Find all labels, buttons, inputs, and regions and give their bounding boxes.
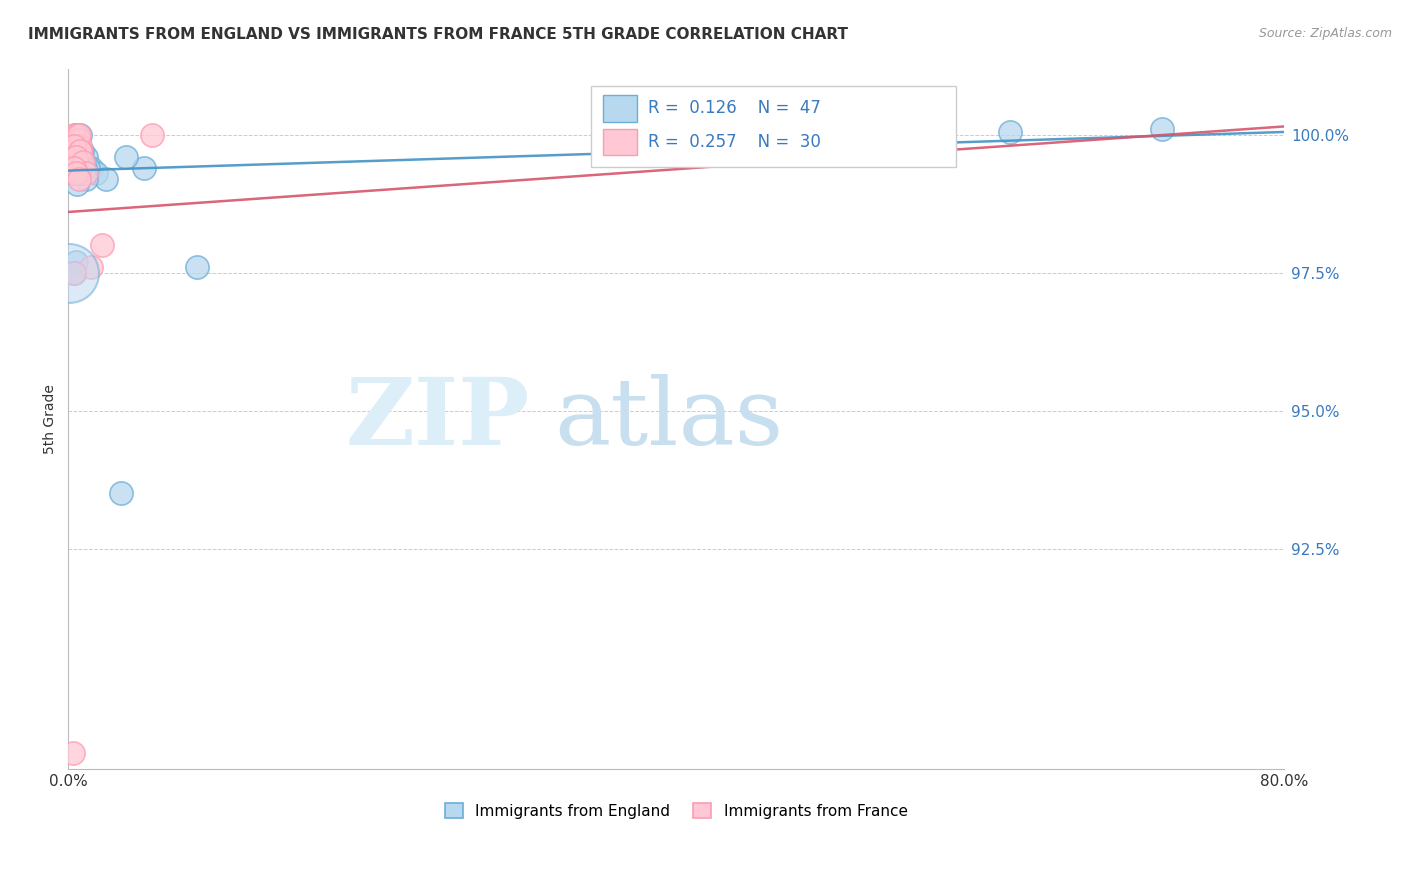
Point <box>69 166 91 180</box>
Point <box>62 746 84 760</box>
Point <box>62 138 84 153</box>
Point <box>63 150 86 164</box>
Legend: Immigrants from England, Immigrants from France: Immigrants from England, Immigrants from… <box>439 797 914 825</box>
Point <box>115 150 138 164</box>
Point <box>69 138 91 153</box>
Point <box>66 150 89 164</box>
Point <box>84 166 107 180</box>
Point <box>90 238 112 252</box>
Point <box>96 172 118 186</box>
Point <box>72 155 94 169</box>
Point <box>62 155 84 169</box>
Point <box>1000 125 1022 139</box>
Point <box>69 145 91 159</box>
Point <box>63 145 86 159</box>
Text: atlas: atlas <box>554 374 783 464</box>
Point <box>62 155 84 169</box>
Point <box>66 128 89 142</box>
Point <box>63 161 86 175</box>
Point <box>75 150 97 164</box>
Point <box>65 150 87 164</box>
FancyBboxPatch shape <box>591 86 956 167</box>
Point <box>62 145 84 159</box>
Text: R =  0.126    N =  47: R = 0.126 N = 47 <box>648 100 821 118</box>
Point <box>65 155 87 169</box>
Point <box>63 133 86 147</box>
Point <box>80 260 103 275</box>
Point <box>110 486 132 500</box>
Point <box>1152 122 1174 136</box>
Point <box>69 128 91 142</box>
Text: IMMIGRANTS FROM ENGLAND VS IMMIGRANTS FROM FRANCE 5TH GRADE CORRELATION CHART: IMMIGRANTS FROM ENGLAND VS IMMIGRANTS FR… <box>28 27 848 42</box>
Point <box>67 166 90 180</box>
Point <box>65 150 87 164</box>
Point <box>62 166 84 180</box>
Point <box>141 128 163 142</box>
Point <box>73 161 96 175</box>
Point <box>66 166 89 180</box>
Point <box>67 128 90 142</box>
Point <box>63 145 86 159</box>
Point <box>67 133 90 147</box>
Point <box>67 150 90 164</box>
Text: ZIP: ZIP <box>346 374 530 464</box>
Point <box>69 155 91 169</box>
Point <box>63 150 86 164</box>
Point <box>134 161 156 175</box>
Point <box>67 133 90 147</box>
Point <box>66 178 89 192</box>
FancyBboxPatch shape <box>603 128 637 155</box>
Point <box>62 161 84 175</box>
Point <box>65 128 87 142</box>
Point <box>63 266 86 280</box>
Point <box>67 172 90 186</box>
Point <box>62 145 84 159</box>
Point <box>80 161 103 175</box>
Point <box>65 166 87 180</box>
Text: R =  0.257    N =  30: R = 0.257 N = 30 <box>648 133 821 151</box>
Point <box>63 138 86 153</box>
Point <box>62 161 84 175</box>
Point <box>65 161 87 175</box>
Y-axis label: 5th Grade: 5th Grade <box>44 384 58 454</box>
Point <box>63 266 86 280</box>
Point <box>65 138 87 153</box>
Point <box>66 138 89 153</box>
Point <box>66 166 89 180</box>
FancyBboxPatch shape <box>603 95 637 122</box>
Point <box>70 155 93 169</box>
Point <box>66 145 89 159</box>
Point <box>63 128 86 142</box>
Point <box>70 145 93 159</box>
Point <box>186 260 208 275</box>
Point <box>67 150 90 164</box>
Point <box>65 138 87 153</box>
Point <box>65 254 87 268</box>
Point <box>63 133 86 147</box>
Point <box>62 138 84 153</box>
Point <box>65 155 87 169</box>
Point <box>60 133 83 147</box>
Point <box>77 161 100 175</box>
Point <box>63 155 86 169</box>
Point <box>65 161 87 175</box>
Point <box>69 145 91 159</box>
Point <box>75 166 97 180</box>
Point <box>65 128 87 142</box>
Point <box>66 138 89 153</box>
Point <box>72 155 94 169</box>
Point <box>75 172 97 186</box>
Text: Source: ZipAtlas.com: Source: ZipAtlas.com <box>1258 27 1392 40</box>
Point <box>58 266 80 280</box>
